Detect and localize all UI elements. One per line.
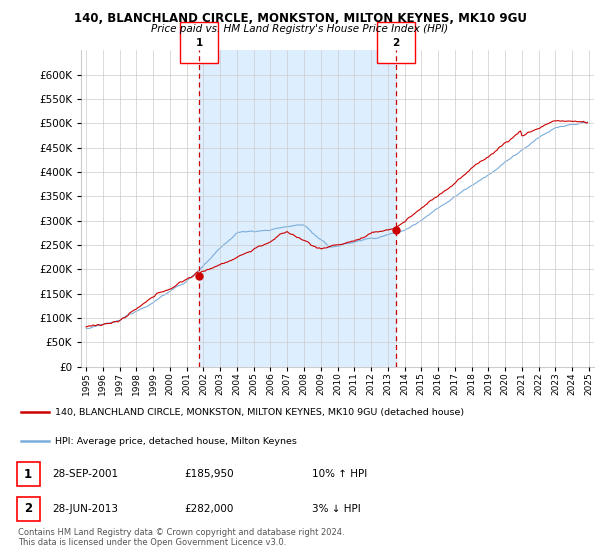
Text: 28-JUN-2013: 28-JUN-2013 [52, 504, 118, 514]
Bar [17, 462, 40, 486]
Text: Contains HM Land Registry data © Crown copyright and database right 2024.
This d: Contains HM Land Registry data © Crown c… [18, 528, 344, 547]
Text: 140, BLANCHLAND CIRCLE, MONKSTON, MILTON KEYNES, MK10 9GU: 140, BLANCHLAND CIRCLE, MONKSTON, MILTON… [74, 12, 527, 25]
Text: 1: 1 [24, 468, 32, 480]
Text: Price paid vs. HM Land Registry's House Price Index (HPI): Price paid vs. HM Land Registry's House … [151, 24, 449, 34]
Text: 1: 1 [196, 38, 203, 48]
Text: 140, BLANCHLAND CIRCLE, MONKSTON, MILTON KEYNES, MK10 9GU (detached house): 140, BLANCHLAND CIRCLE, MONKSTON, MILTON… [55, 408, 464, 417]
Text: HPI: Average price, detached house, Milton Keynes: HPI: Average price, detached house, Milt… [55, 436, 297, 446]
Text: 3% ↓ HPI: 3% ↓ HPI [311, 504, 360, 514]
Text: 2: 2 [392, 38, 400, 48]
Text: £282,000: £282,000 [185, 504, 234, 514]
Bar [199, 50, 396, 367]
Text: £185,950: £185,950 [185, 469, 235, 479]
Bar [17, 497, 40, 521]
Text: 10% ↑ HPI: 10% ↑ HPI [311, 469, 367, 479]
Text: 2: 2 [24, 502, 32, 515]
Text: 28-SEP-2001: 28-SEP-2001 [52, 469, 118, 479]
